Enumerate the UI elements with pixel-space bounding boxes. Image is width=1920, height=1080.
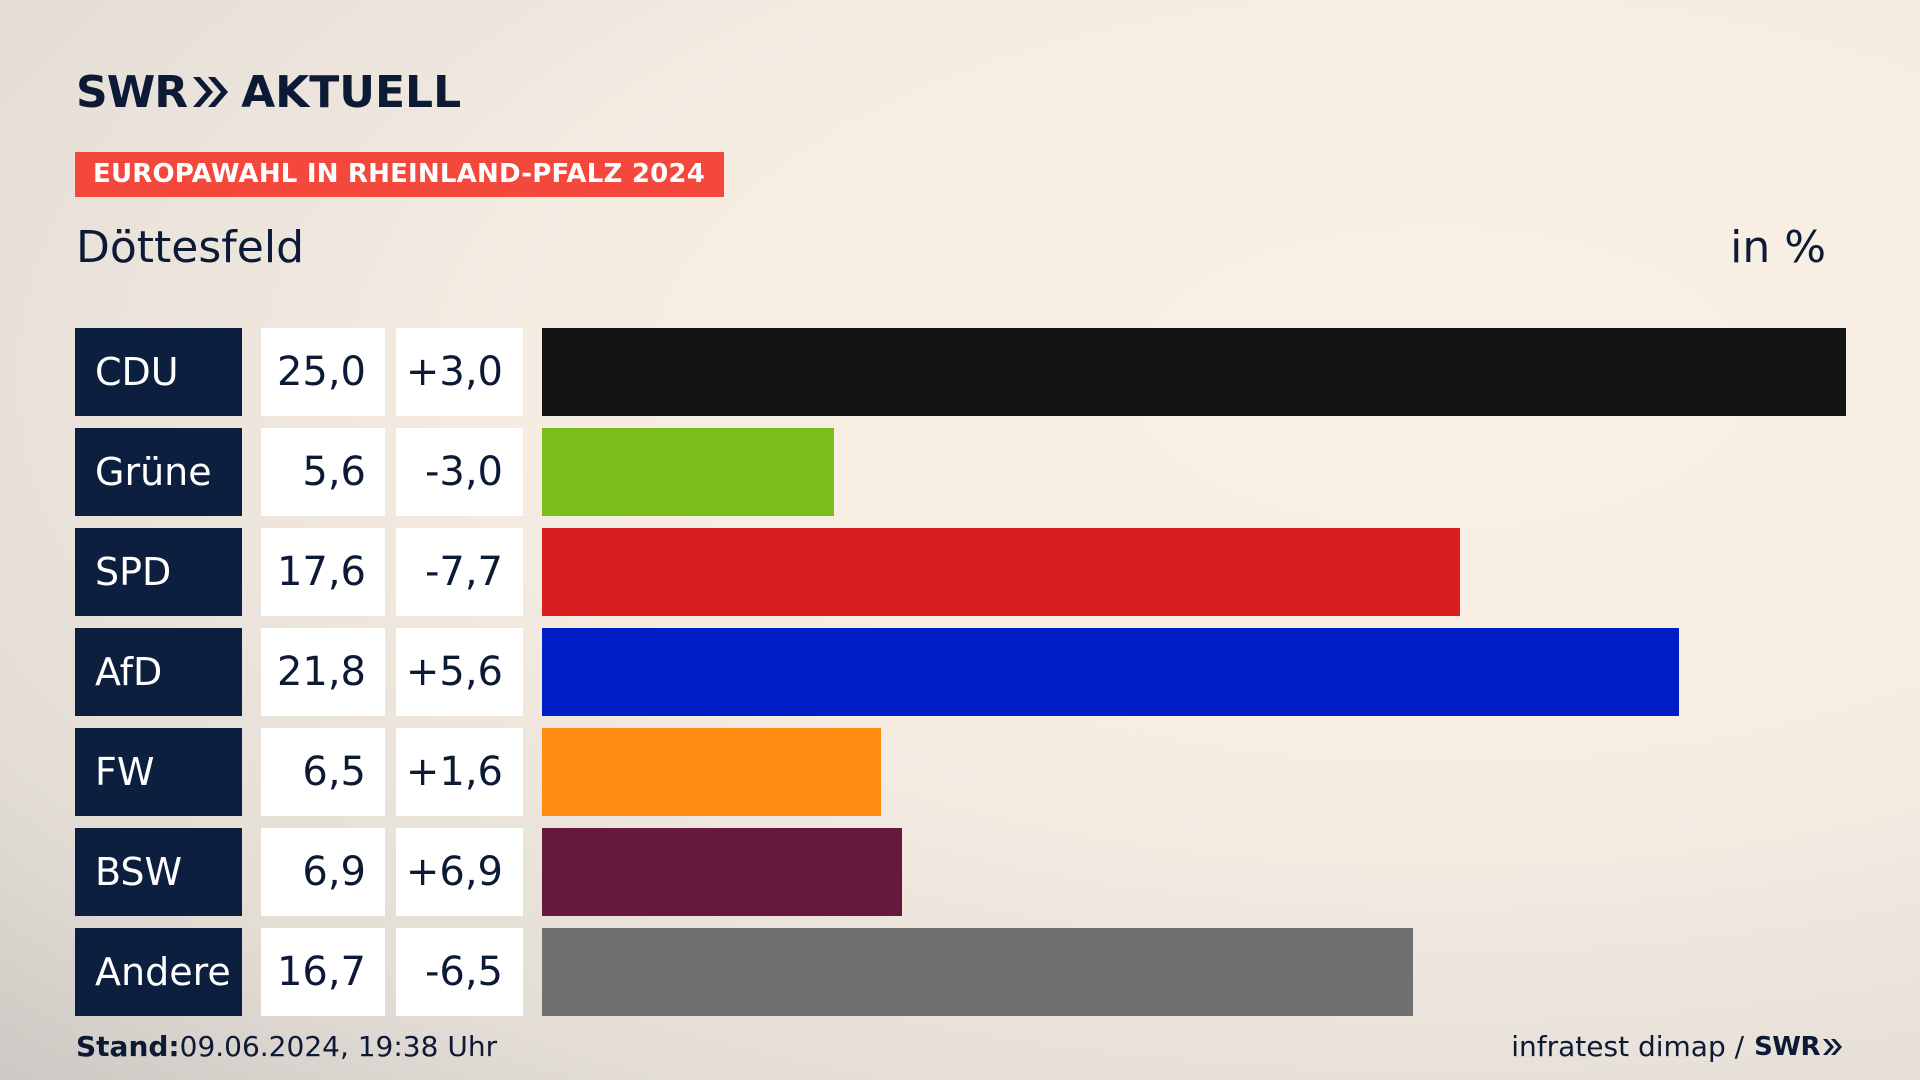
bar-spd [542, 528, 1460, 616]
party-label: AfD [75, 628, 242, 716]
bar-afd [542, 628, 1679, 716]
source-credit: infratest dimap / SWR [1511, 1030, 1844, 1063]
vote-share-value: 5,6 [261, 428, 385, 516]
party-label: FW [75, 728, 242, 816]
vote-share-value: 16,7 [261, 928, 385, 1016]
timestamp: Stand:09.06.2024, 19:38 Uhr [76, 1030, 497, 1063]
source-swr-logo: SWR [1754, 1031, 1820, 1062]
bar-grüne [542, 428, 834, 516]
party-label: SPD [75, 528, 242, 616]
vote-share-value: 6,9 [261, 828, 385, 916]
place-title: Döttesfeld [76, 222, 305, 273]
vote-share-change: +6,9 [396, 828, 523, 916]
vote-share-change: -3,0 [396, 428, 523, 516]
party-label: Andere [75, 928, 242, 1016]
double-chevron-icon [193, 77, 229, 107]
double-chevron-icon [1823, 1038, 1842, 1055]
party-label: CDU [75, 328, 242, 416]
vote-share-change: -7,7 [396, 528, 523, 616]
stand-label: Stand: [76, 1030, 180, 1063]
swr-aktuell-logo: SWR AKTUELL [76, 66, 462, 118]
vote-share-change: +5,6 [396, 628, 523, 716]
bar-cdu [542, 328, 1846, 416]
bar-andere [542, 928, 1413, 1016]
source-text: infratest dimap / [1511, 1030, 1745, 1063]
vote-share-value: 6,5 [261, 728, 385, 816]
party-label: BSW [75, 828, 242, 916]
vote-share-value: 21,8 [261, 628, 385, 716]
vote-share-change: -6,5 [396, 928, 523, 1016]
party-label: Grüne [75, 428, 242, 516]
election-banner: EUROPAWAHL IN RHEINLAND-PFALZ 2024 [75, 152, 724, 197]
logo-aktuell-text: AKTUELL [241, 66, 462, 118]
stand-value: 09.06.2024, 19:38 Uhr [179, 1030, 498, 1063]
vote-share-value: 17,6 [261, 528, 385, 616]
unit-label: in % [1730, 222, 1826, 273]
bar-bsw [542, 828, 902, 916]
vote-share-value: 25,0 [261, 328, 385, 416]
vote-share-change: +3,0 [396, 328, 523, 416]
vote-share-change: +1,6 [396, 728, 523, 816]
logo-swr-text: SWR [76, 66, 188, 118]
bar-fw [542, 728, 881, 816]
